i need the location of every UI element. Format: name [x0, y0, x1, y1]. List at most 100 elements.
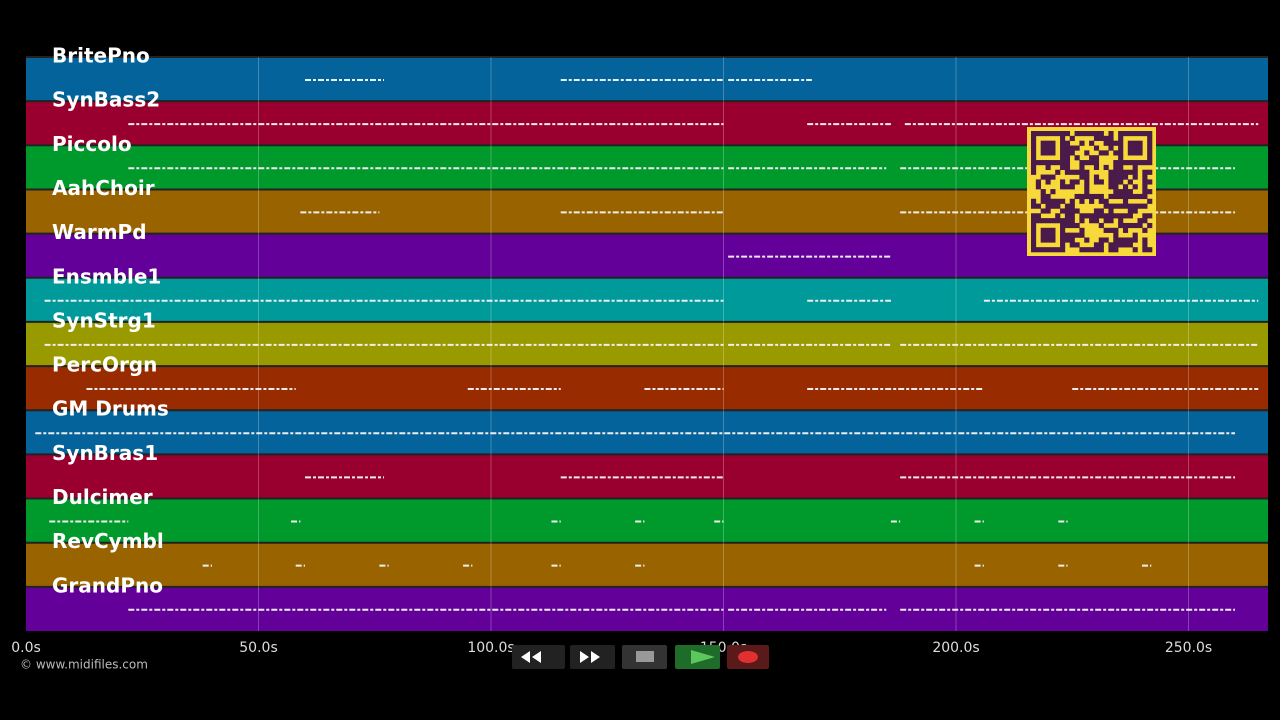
qr-module [1089, 155, 1095, 161]
qr-module [1132, 232, 1138, 238]
qr-module [1031, 198, 1037, 204]
qr-module [1064, 237, 1071, 243]
qr-module [1040, 174, 1046, 180]
qr-module [1040, 247, 1046, 253]
qr-module [1045, 145, 1051, 151]
qr-module [1045, 131, 1051, 137]
track-label: WarmPd [52, 220, 147, 244]
qr-module [1084, 131, 1090, 137]
qr-module [1064, 208, 1071, 214]
time-tick-label: 50.0s [239, 640, 277, 656]
qr-module [1060, 150, 1066, 156]
track-label: RevCymbl [52, 529, 164, 553]
qr-module [1127, 189, 1133, 195]
qr-module [1142, 184, 1148, 190]
qr-module [1108, 145, 1114, 151]
qr-module [1108, 208, 1114, 214]
qr-module [1045, 218, 1051, 224]
qr-module [1132, 208, 1138, 214]
qr-module [1147, 155, 1153, 161]
track-labels: BritePno SynBass2 Piccolo AahChoir WarmPd Ens… [52, 44, 169, 598]
qr-module [1035, 213, 1041, 219]
qr-module [1084, 184, 1090, 190]
qr-module [1050, 174, 1056, 180]
qr-module [1132, 131, 1138, 137]
qr-module [1127, 145, 1133, 151]
qr-module [1084, 247, 1090, 253]
qr-module [1060, 237, 1066, 243]
qr-module [1142, 227, 1148, 233]
qr-module [1089, 218, 1095, 224]
qr-module [1142, 189, 1148, 195]
qr-module [1127, 213, 1133, 219]
qr-module [1084, 189, 1090, 195]
qr-module [1079, 213, 1085, 219]
qr-module [1064, 140, 1071, 146]
qr-module [1142, 213, 1148, 219]
qr-module [1142, 247, 1148, 253]
qr-module [1064, 222, 1071, 229]
qr-module [1050, 227, 1056, 233]
qr-module [1142, 131, 1148, 137]
qr-module [1093, 208, 1100, 214]
qr-module [1069, 213, 1075, 219]
qr-module [1050, 160, 1056, 166]
qr-module [1132, 222, 1138, 229]
qr-module [1098, 208, 1104, 214]
qr-module [1142, 174, 1148, 180]
qr-module [1118, 135, 1124, 141]
qr-module [1103, 198, 1109, 204]
qr-module [1098, 135, 1104, 141]
qr-module [1103, 164, 1109, 171]
qr-module [1079, 131, 1085, 137]
qr-module [1035, 160, 1041, 166]
qr-module [1089, 160, 1095, 166]
qr-module [1113, 203, 1119, 209]
qr-module [1132, 169, 1138, 175]
qr-module [1050, 131, 1056, 137]
qr-module [1132, 247, 1138, 253]
qr-module [1084, 213, 1090, 219]
qr-module [1040, 208, 1046, 214]
qr-module [1031, 131, 1037, 137]
qr-module [1050, 150, 1056, 156]
qr-module [1147, 131, 1153, 137]
qr-module [1127, 208, 1133, 214]
qr-module [1098, 242, 1104, 248]
qr-module [1108, 218, 1114, 224]
record-icon [738, 651, 758, 663]
track-lane [26, 498, 1268, 543]
qr-module [1079, 232, 1085, 238]
qr-module [1137, 145, 1143, 151]
qr-module [1137, 131, 1143, 137]
qr-module [1060, 145, 1066, 151]
qr-module [1064, 232, 1071, 238]
qr-module [1035, 203, 1041, 209]
qr-module [1118, 174, 1124, 180]
qr-module [1064, 160, 1071, 166]
qr-module [1132, 184, 1138, 190]
qr-module [1142, 237, 1148, 243]
qr-module [1069, 135, 1075, 141]
qr-module [1060, 247, 1066, 253]
qr-module [1040, 189, 1046, 195]
qr-module [1098, 237, 1104, 243]
qr-module [1031, 140, 1037, 146]
qr-module [1122, 213, 1129, 219]
qr-module [1035, 247, 1041, 253]
time-axis: 0.0s 50.0s 100.0s 150.0s 200.0s 250.0s [11, 640, 1212, 656]
qr-module [1122, 131, 1129, 137]
qr-module [1147, 145, 1153, 151]
qr-module [1064, 203, 1071, 209]
qr-module [1060, 222, 1066, 229]
qr-module [1113, 193, 1119, 200]
qr-module [1089, 247, 1095, 253]
qr-module [1079, 164, 1085, 171]
qr-module [1079, 247, 1085, 253]
qr-module [1045, 227, 1051, 233]
qr-module [1074, 155, 1080, 161]
stop-icon [636, 651, 654, 662]
qr-module [1055, 213, 1061, 219]
qr-module [1142, 193, 1148, 200]
qr-module [1045, 164, 1051, 171]
